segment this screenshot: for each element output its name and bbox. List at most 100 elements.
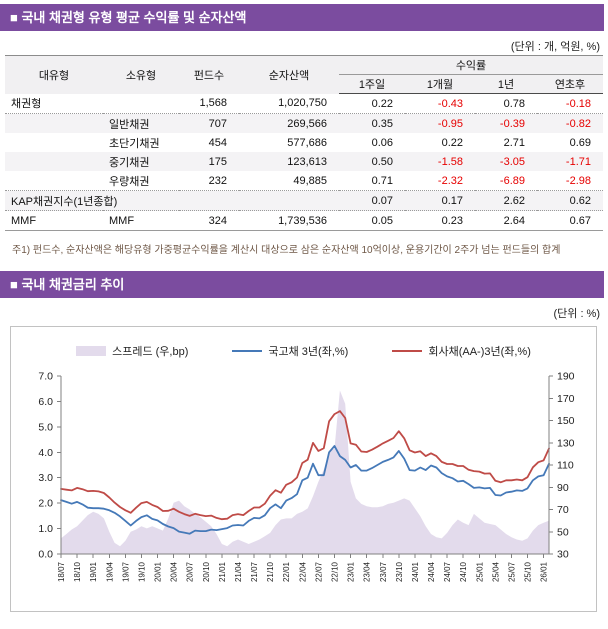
legend-label-treasury: 국고채 3년(좌,%)	[268, 346, 349, 358]
table-row: 채권형 1,568 1,020,750 0.22 -0.43 0.78 -0.18	[5, 93, 603, 114]
table-cell: 0.22	[441, 136, 463, 149]
svg-text:190: 190	[557, 371, 575, 383]
table-cell: -0.43	[405, 93, 475, 114]
table-cell: MMF	[11, 214, 37, 227]
section2-unit-note: (단위 : %)	[553, 308, 600, 320]
table-cell: -0.18	[537, 93, 603, 114]
table-cell: 577,686	[287, 136, 327, 149]
svg-text:30: 30	[557, 549, 569, 561]
svg-text:24/01: 24/01	[411, 561, 420, 582]
col-header-1week: 1주일	[339, 74, 405, 94]
table-cell: 269,566	[287, 117, 327, 130]
table-cell: -6.89	[475, 171, 537, 191]
table-cell: 707	[208, 117, 227, 130]
table-cell: 49,885	[239, 171, 339, 191]
table-cell: 초단기채권	[109, 137, 160, 150]
svg-text:19/10: 19/10	[137, 561, 146, 582]
section1-title-bar: ■ 국내 채권형 유형 평균 수익률 및 순자산액	[0, 4, 604, 31]
bond-rate-chart-box: 스프레드 (우,bp) 국고채 3년(좌,%) 회사채(AA-)3년(좌,%) …	[10, 326, 597, 612]
svg-text:22/10: 22/10	[330, 561, 339, 582]
svg-text:1.0: 1.0	[38, 523, 53, 535]
svg-text:18/10: 18/10	[73, 561, 82, 582]
table-cell: 232	[179, 171, 239, 191]
legend-item-spread: 스프레드 (우,bp)	[76, 343, 188, 359]
svg-text:3.0: 3.0	[38, 472, 53, 484]
svg-text:24/10: 24/10	[459, 561, 468, 582]
legend-item-treasury: 국고채 3년(좌,%)	[232, 343, 348, 359]
svg-text:20/10: 20/10	[202, 561, 211, 582]
table-cell: -2.98	[537, 171, 603, 191]
bond-rate-chart: 0.0 1.0 2.0 3.0 4.0 5.0 6.0 7.0 30 50 70 90 110 130 15…	[38, 371, 575, 583]
svg-text:19/01: 19/01	[89, 561, 98, 582]
table-cell	[179, 190, 239, 211]
table-cell	[239, 190, 339, 211]
svg-text:25/01: 25/01	[475, 561, 484, 582]
table-row: 중기채권 175 123,613 0.50 -1.58 -3.05 -1.71	[5, 152, 603, 171]
table-cell: 2.71	[503, 136, 525, 149]
table-cell: 0.69	[569, 136, 591, 149]
table-cell: 0.22	[339, 93, 405, 114]
svg-text:110: 110	[557, 460, 574, 472]
table-cell: -1.58	[437, 155, 463, 168]
svg-text:18/07: 18/07	[57, 561, 66, 582]
table-cell: -2.32	[405, 171, 475, 191]
chart-legend: 스프레드 (우,bp) 국고채 3년(좌,%) 회사채(AA-)3년(좌,%)	[11, 327, 596, 362]
table-cell: 0.78	[475, 93, 537, 114]
svg-text:25/04: 25/04	[491, 561, 500, 582]
table-cell: 0.23	[441, 214, 463, 227]
table-cell: 일반채권	[109, 118, 150, 131]
svg-text:5.0: 5.0	[38, 421, 53, 433]
svg-text:25/07: 25/07	[507, 561, 516, 582]
table-cell: 2.62	[475, 190, 537, 211]
table-cell: 0.06	[371, 136, 393, 149]
fund-table-head: 대유형 소유형 펀드수 순자산액 수익률 1주일 1개월 1년 연초후	[5, 55, 603, 94]
section1-title: ■ 국내 채권형 유형 평균 수익률 및 순자산액	[10, 10, 247, 25]
svg-text:7.0: 7.0	[38, 371, 53, 383]
svg-text:23/07: 23/07	[379, 561, 388, 582]
svg-text:22/01: 22/01	[282, 561, 291, 582]
col-header-1month: 1개월	[405, 74, 475, 94]
table-cell: 2.64	[503, 214, 525, 227]
table-cell	[5, 152, 103, 171]
svg-text:130: 130	[557, 437, 575, 449]
spread-area-swatch-icon	[76, 346, 107, 356]
svg-text:70: 70	[557, 504, 569, 516]
table-cell: 0.35	[371, 117, 393, 130]
section2-title-bar: ■ 국내 채권금리 추이	[0, 271, 604, 298]
table-cell: 1,739,536	[278, 214, 327, 227]
table-row: 우량채권 232 49,885 0.71 -2.32 -6.89 -2.98	[5, 171, 603, 191]
svg-text:21/10: 21/10	[266, 561, 275, 582]
section1-unit-note: (단위 : 개, 억원, %)	[510, 41, 600, 53]
table-cell: 0.71	[339, 171, 405, 191]
table-cell: KAP채권지수(1년종합)	[5, 190, 179, 211]
fund-table-body: 채권형 1,568 1,020,750 0.22 -0.43 0.78 -0.18 일반채권 7…	[5, 93, 603, 231]
table-cell: -0.39	[499, 117, 525, 130]
table-cell: 중기채권	[109, 156, 150, 169]
col-header-category: 대유형	[38, 69, 70, 82]
svg-text:25/10: 25/10	[524, 561, 533, 582]
table-row: 일반채권 707 269,566 0.35 -0.95 -0.39 -0.82	[5, 113, 603, 133]
table-row: KAP채권지수(1년종합) 0.07 0.17 2.62 0.62	[5, 190, 603, 211]
table-cell: -3.05	[499, 155, 525, 168]
legend-label-spread: 스프레드 (우,bp)	[112, 346, 189, 358]
svg-text:20/01: 20/01	[154, 561, 163, 582]
svg-text:150: 150	[557, 415, 575, 427]
section2-title: ■ 국내 채권금리 추이	[10, 277, 125, 292]
table-row: 초단기채권 454 577,686 0.06 0.22 2.71 0.69	[5, 133, 603, 152]
svg-text:21/04: 21/04	[234, 561, 243, 582]
treasury-line-swatch-icon	[232, 350, 263, 352]
svg-text:4.0: 4.0	[38, 447, 53, 459]
svg-text:2.0: 2.0	[38, 498, 53, 510]
table-cell: 0.50	[371, 155, 393, 168]
svg-text:23/01: 23/01	[347, 561, 356, 582]
table-cell: -1.71	[565, 155, 591, 168]
svg-text:19/04: 19/04	[105, 561, 114, 582]
svg-text:26/01: 26/01	[540, 561, 549, 582]
table-cell: 0.17	[405, 190, 475, 211]
table-cell: MMF	[109, 214, 135, 227]
col-header-subtype: 소유형	[125, 69, 157, 82]
table-cell: 0.67	[569, 214, 591, 227]
table-footnote: 주1) 펀드수, 순자산액은 해당유형 가중평균수익률을 계산시 대상으로 삼은…	[12, 245, 561, 256]
svg-text:24/04: 24/04	[427, 561, 436, 582]
svg-text:23/10: 23/10	[395, 561, 404, 582]
